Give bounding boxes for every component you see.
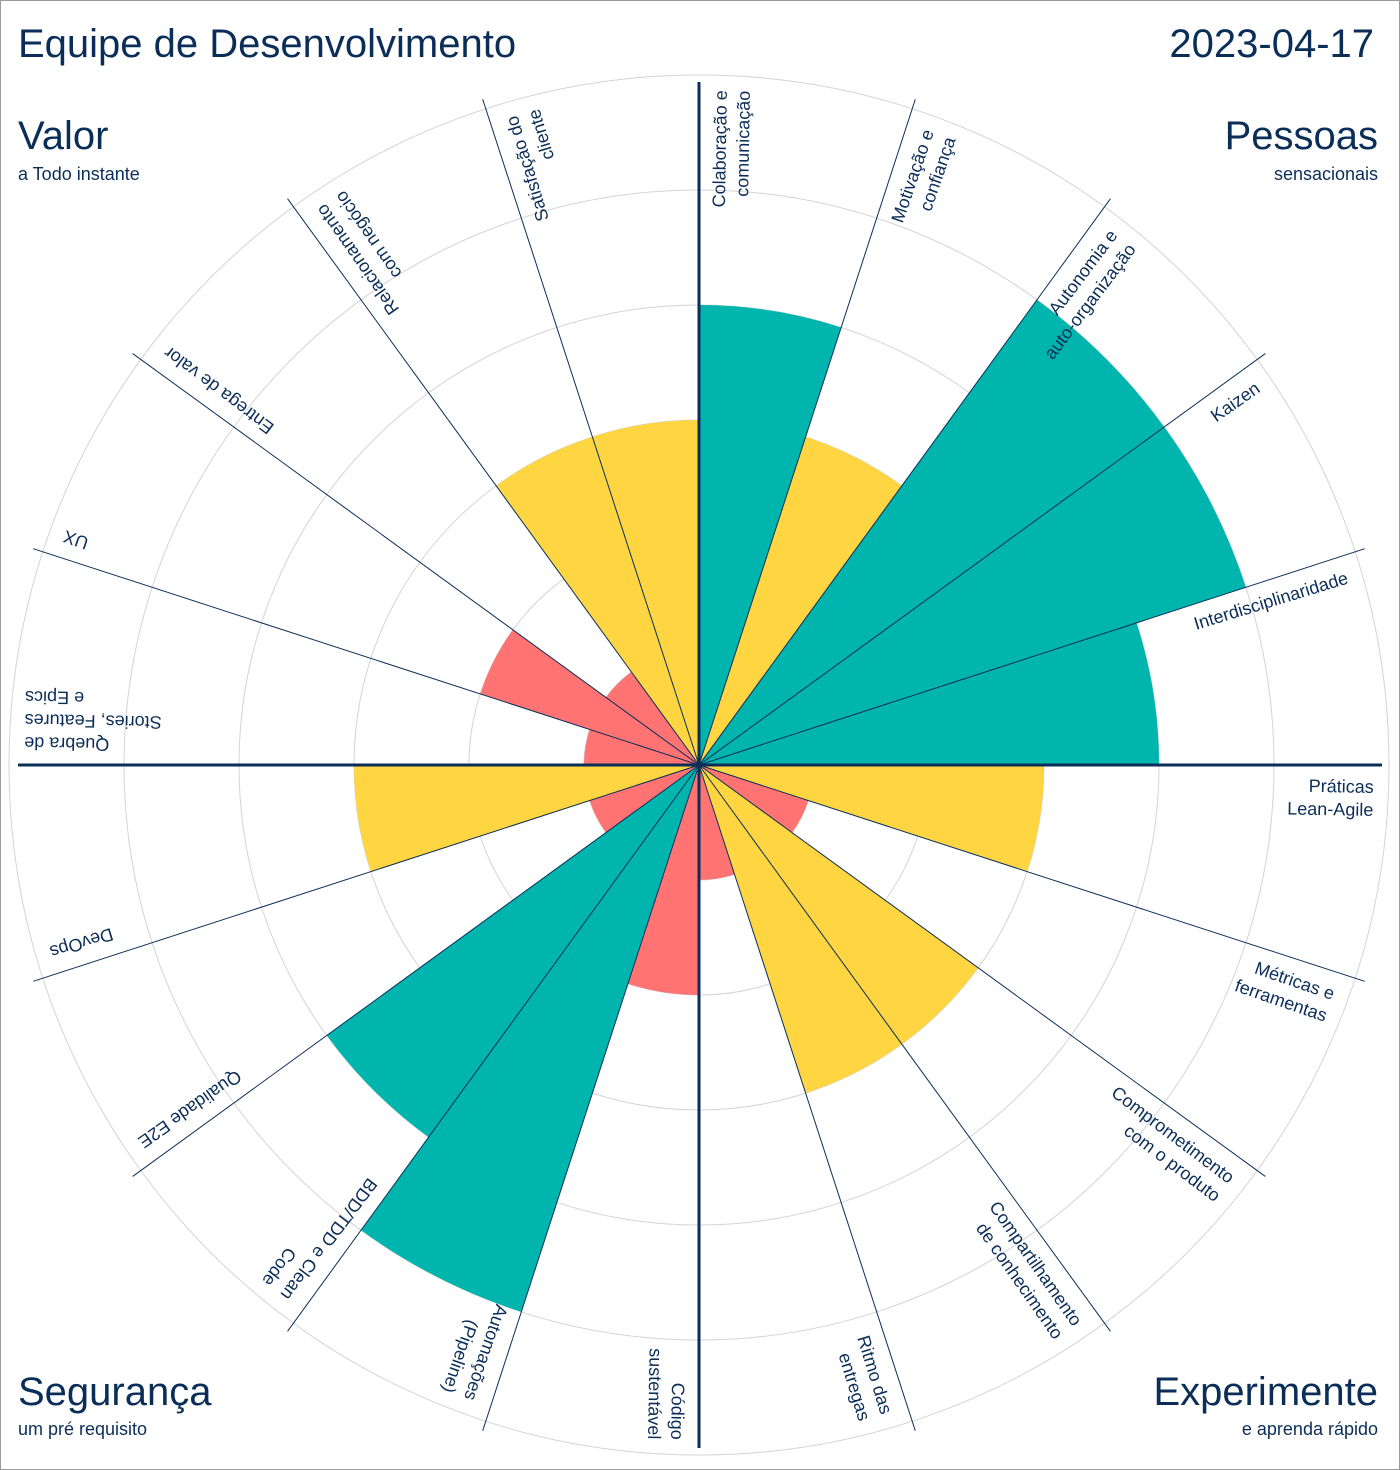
wedge xyxy=(354,765,699,872)
category-label-line: Entrega de valor xyxy=(160,343,278,438)
team-title: Equipe de Desenvolvimento xyxy=(18,22,517,66)
wedge xyxy=(699,765,809,833)
spoke xyxy=(482,764,700,1431)
category-label-line: Colaboração e xyxy=(709,90,731,207)
spoke xyxy=(698,764,1365,982)
grid-ring xyxy=(8,74,1390,1456)
quadrant-subtitle-seguranca: um pré requisito xyxy=(18,1419,148,1439)
wedge xyxy=(627,765,699,995)
wedge xyxy=(496,436,699,765)
quadrant-title-experimente: Experimente xyxy=(1153,1370,1378,1414)
spoke xyxy=(33,548,700,766)
wedge xyxy=(699,304,842,765)
wedge xyxy=(589,765,699,833)
wedge xyxy=(699,765,902,1094)
spoke xyxy=(132,764,700,1177)
wedge xyxy=(699,765,979,1045)
quadrant-title-valor: Valor xyxy=(18,114,109,158)
quadrant-subtitle-valor: a Todo instante xyxy=(18,164,140,184)
category-label: Kaizen xyxy=(1207,378,1264,426)
category-label: Compartilhamentode conhecimento xyxy=(966,1198,1086,1343)
category-label-line: BDD/TDD e Clean xyxy=(277,1174,381,1303)
category-label: Automações(Pipeline) xyxy=(438,1295,511,1404)
category-label: Qualidade E2E xyxy=(134,1066,245,1152)
wedge xyxy=(699,765,1044,872)
quadrant-axes xyxy=(18,82,1382,1448)
category-label: DevOps xyxy=(48,924,116,962)
wedge xyxy=(361,765,699,1312)
category-label: Métricas eferramentas xyxy=(1232,954,1337,1026)
wedge xyxy=(699,427,1246,765)
category-label: Quebra deStories, Featurese Epics xyxy=(24,687,162,755)
category-label-line: DevOps xyxy=(48,924,116,962)
category-label: Ritmo dasentregas xyxy=(831,1333,896,1423)
category-label-line: Código xyxy=(667,1383,688,1440)
category-label-line: Lean-Agile xyxy=(1287,798,1373,819)
category-label-line: Quebra de xyxy=(24,733,109,754)
report-date: 2023-04-17 xyxy=(1169,22,1374,66)
spoke xyxy=(698,198,1111,766)
category-label-line: sustentável xyxy=(644,1348,666,1439)
spoke xyxy=(698,764,1266,1177)
spoke xyxy=(698,548,1365,766)
category-label-line: UX xyxy=(61,526,91,553)
spoke xyxy=(698,764,916,1431)
category-label-line: Kaizen xyxy=(1207,378,1264,426)
quadrant-title-pessoas: Pessoas xyxy=(1224,114,1378,158)
category-label: PráticasLean-Agile xyxy=(1287,775,1374,819)
category-label-line: comunicação xyxy=(732,91,754,197)
wedge xyxy=(699,436,902,765)
category-label-line: Stories, Features xyxy=(25,710,162,732)
spoke xyxy=(698,99,916,766)
spoke xyxy=(132,353,700,766)
wedge xyxy=(699,299,1165,765)
spoke xyxy=(698,353,1266,766)
quadrant-subtitle-pessoas: sensacionais xyxy=(1273,164,1378,184)
wedge xyxy=(699,622,1159,765)
quadrant-subtitle-experimente: e aprenda rápido xyxy=(1241,1419,1378,1439)
category-label: Códigosustentável xyxy=(644,1348,689,1440)
spoke xyxy=(287,764,700,1332)
category-label: Motivação econfiança xyxy=(887,126,960,233)
quadrant-title-seguranca: Segurança xyxy=(18,1370,212,1414)
spoke xyxy=(482,99,700,766)
wedges xyxy=(326,299,1246,1312)
category-label: Colaboração ecomunicação xyxy=(709,90,754,208)
category-label: Entrega de valor xyxy=(160,343,278,438)
category-label: BDD/TDD e CleanCode xyxy=(258,1161,381,1304)
category-label-line: Qualidade E2E xyxy=(134,1066,245,1152)
category-label-line: Práticas xyxy=(1309,776,1374,797)
wedge xyxy=(326,765,699,1138)
spoke xyxy=(698,764,1111,1332)
wedge xyxy=(480,629,699,765)
category-label: Relacionamentocom negócio xyxy=(312,187,422,318)
category-spokes xyxy=(33,99,1365,1431)
wedge xyxy=(605,671,699,765)
category-label-line: e Epics xyxy=(25,687,84,708)
category-label: UX xyxy=(61,526,91,553)
wedge xyxy=(592,420,699,765)
spoke xyxy=(33,764,700,982)
spoke xyxy=(287,198,700,766)
